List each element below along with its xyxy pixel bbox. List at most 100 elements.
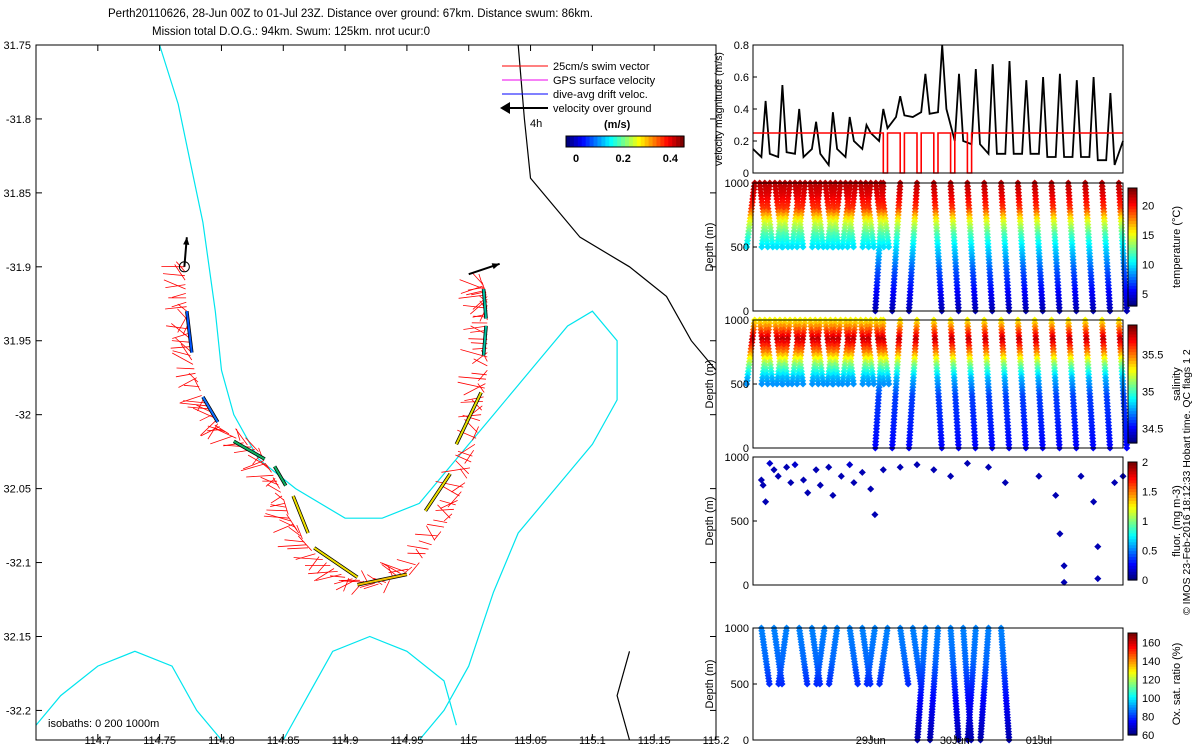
- colorbar-cell: [1128, 437, 1137, 441]
- colorbar-cell: [1128, 691, 1137, 695]
- swim-vector: [200, 426, 220, 437]
- swim-vector: [187, 406, 209, 410]
- colorbar-cell: [1128, 645, 1137, 649]
- colorbar-cell: [640, 136, 646, 147]
- salinity-panel: 0 500 1000 Depth (m) 34.5 35 35.5 salinity: [704, 315, 1183, 455]
- swim-vector: [462, 305, 488, 309]
- data-point: [1056, 530, 1064, 538]
- colorbar-cell: [625, 136, 630, 147]
- swim-vector: [245, 437, 259, 452]
- data-point: [846, 461, 854, 469]
- colorbar-cell: [1128, 701, 1137, 705]
- swim-vector: [247, 454, 268, 467]
- profile-point: [784, 243, 792, 251]
- swim-vector: [240, 463, 267, 472]
- swim-vector: [455, 454, 472, 463]
- colorbar-tick-label: 15: [1142, 230, 1154, 242]
- colorbar-cell: [1128, 428, 1137, 432]
- colorbar-cell: [573, 136, 579, 147]
- profile-point: [825, 680, 833, 688]
- coastline: [282, 635, 457, 741]
- colorbar-cell: [1128, 482, 1137, 487]
- colorbar-tick-label: 120: [1142, 674, 1160, 686]
- swim-vector: [439, 500, 456, 506]
- coastline: [35, 650, 222, 741]
- colorbar-cell: [1128, 694, 1137, 698]
- swim-vector: [396, 559, 416, 566]
- map-axes: 114.7 114.75 114.8 114.85 114.9 114.95 115 115.…: [3, 40, 729, 747]
- swim-vector: [381, 562, 401, 574]
- legend-gps-label: GPS surface velocity: [553, 75, 656, 87]
- colorbar-cell: [1128, 512, 1137, 516]
- colorbar-cell: [1128, 339, 1137, 344]
- colorbar-cell: [1128, 535, 1137, 540]
- y-tick-label: 0: [743, 306, 749, 318]
- colorbar-cell: [1128, 518, 1137, 522]
- swim-vector: [361, 570, 368, 582]
- profile-point: [854, 680, 862, 688]
- isobaths-label: isobaths: 0 200 1000m: [48, 718, 159, 730]
- profile-point: [828, 243, 837, 251]
- colorbar-cell: [1128, 333, 1137, 338]
- swim-vector: [180, 395, 202, 403]
- colorbar-cell: [569, 136, 575, 147]
- swim-vector: [172, 350, 191, 356]
- velocity-series: [753, 132, 1123, 174]
- x-tick-label: 114.85: [267, 735, 300, 747]
- data-point: [947, 472, 955, 480]
- oxygen-panel: 0 500 1000 Depth (m) 60 80 100 120 140 160 Ox. sat…: [704, 623, 1183, 747]
- swim-vector: [457, 429, 477, 439]
- y-tick-label: 0.2: [734, 136, 749, 148]
- colorbar-cell: [1128, 389, 1137, 394]
- x-tick-label: 115.05: [514, 735, 547, 747]
- swim-vector: [460, 285, 484, 294]
- swim-vector: [214, 424, 230, 435]
- colorbar-cell: [1128, 297, 1137, 301]
- colorbar-cell: [605, 136, 610, 147]
- colorbar-tick-label: 0.2: [616, 153, 631, 165]
- colorbar-title: (m/s): [604, 119, 631, 131]
- data-point: [984, 463, 993, 471]
- colorbar-cell: [1128, 294, 1137, 298]
- y-tick-label: -32.1: [6, 558, 31, 570]
- profile-point: [799, 380, 807, 388]
- colorbar-tick-label: 0.5: [1142, 546, 1157, 558]
- colorbar-cell: [1128, 196, 1137, 201]
- swim-vector: [478, 370, 488, 381]
- data-point: [787, 479, 795, 487]
- data-point: [871, 511, 879, 519]
- profile-point: [764, 380, 772, 388]
- x-tick-label: 114.9: [332, 735, 359, 747]
- legend-drift-label: dive-avg drift veloc.: [553, 89, 648, 101]
- y-tick-label: 0.8: [734, 40, 749, 52]
- swim-vector: [407, 545, 429, 550]
- colorbar-cell: [617, 136, 622, 147]
- isobath-line: [616, 651, 631, 741]
- colorbar-cell: [1128, 544, 1137, 549]
- colorbar-cell: [1128, 431, 1137, 435]
- colorbar-cell: [1128, 663, 1137, 667]
- colorbar-cell: [1128, 208, 1137, 213]
- colorbar-cell: [1128, 509, 1137, 513]
- colorbar-cell: [1128, 648, 1137, 652]
- x-tick-label: 30Jun: [940, 735, 970, 747]
- colorbar-tick-label: 2: [1142, 457, 1148, 469]
- y-tick-label: 31.95: [3, 336, 31, 348]
- colorbar-cell: [1128, 696, 1137, 700]
- colorbar-cell: [1128, 229, 1137, 233]
- data-point: [896, 463, 904, 471]
- profile-point: [758, 243, 766, 251]
- colorbar-cell: [1128, 288, 1137, 292]
- colorbar-cell: [1128, 485, 1137, 490]
- colorbar-cell: [1128, 565, 1137, 569]
- colorbar-tick-label: 140: [1142, 656, 1160, 668]
- colorbar-cell: [589, 136, 595, 147]
- track-segment: [313, 546, 359, 579]
- colorbar-cell: [1128, 488, 1137, 493]
- data-point: [1035, 472, 1043, 480]
- colorbar-cell: [1128, 258, 1137, 263]
- swim-vector: [174, 264, 186, 281]
- swim-vector: [292, 524, 300, 534]
- colorbar-cell: [628, 136, 634, 147]
- colorbar-cell: [1128, 249, 1137, 254]
